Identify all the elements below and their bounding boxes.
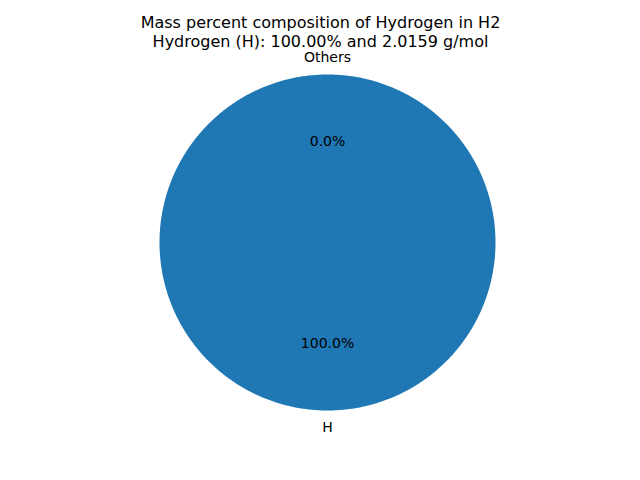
svg-text:100.0%: 100.0% bbox=[301, 335, 354, 351]
svg-text:H: H bbox=[322, 419, 333, 435]
svg-text:Mass percent composition of Hy: Mass percent composition of Hydrogen in … bbox=[141, 13, 501, 32]
svg-text:Hydrogen (H): 100.00% and 2.01: Hydrogen (H): 100.00% and 2.0159 g/mol bbox=[153, 32, 489, 51]
svg-text:Others: Others bbox=[304, 49, 351, 65]
svg-text:0.0%: 0.0% bbox=[310, 133, 346, 149]
